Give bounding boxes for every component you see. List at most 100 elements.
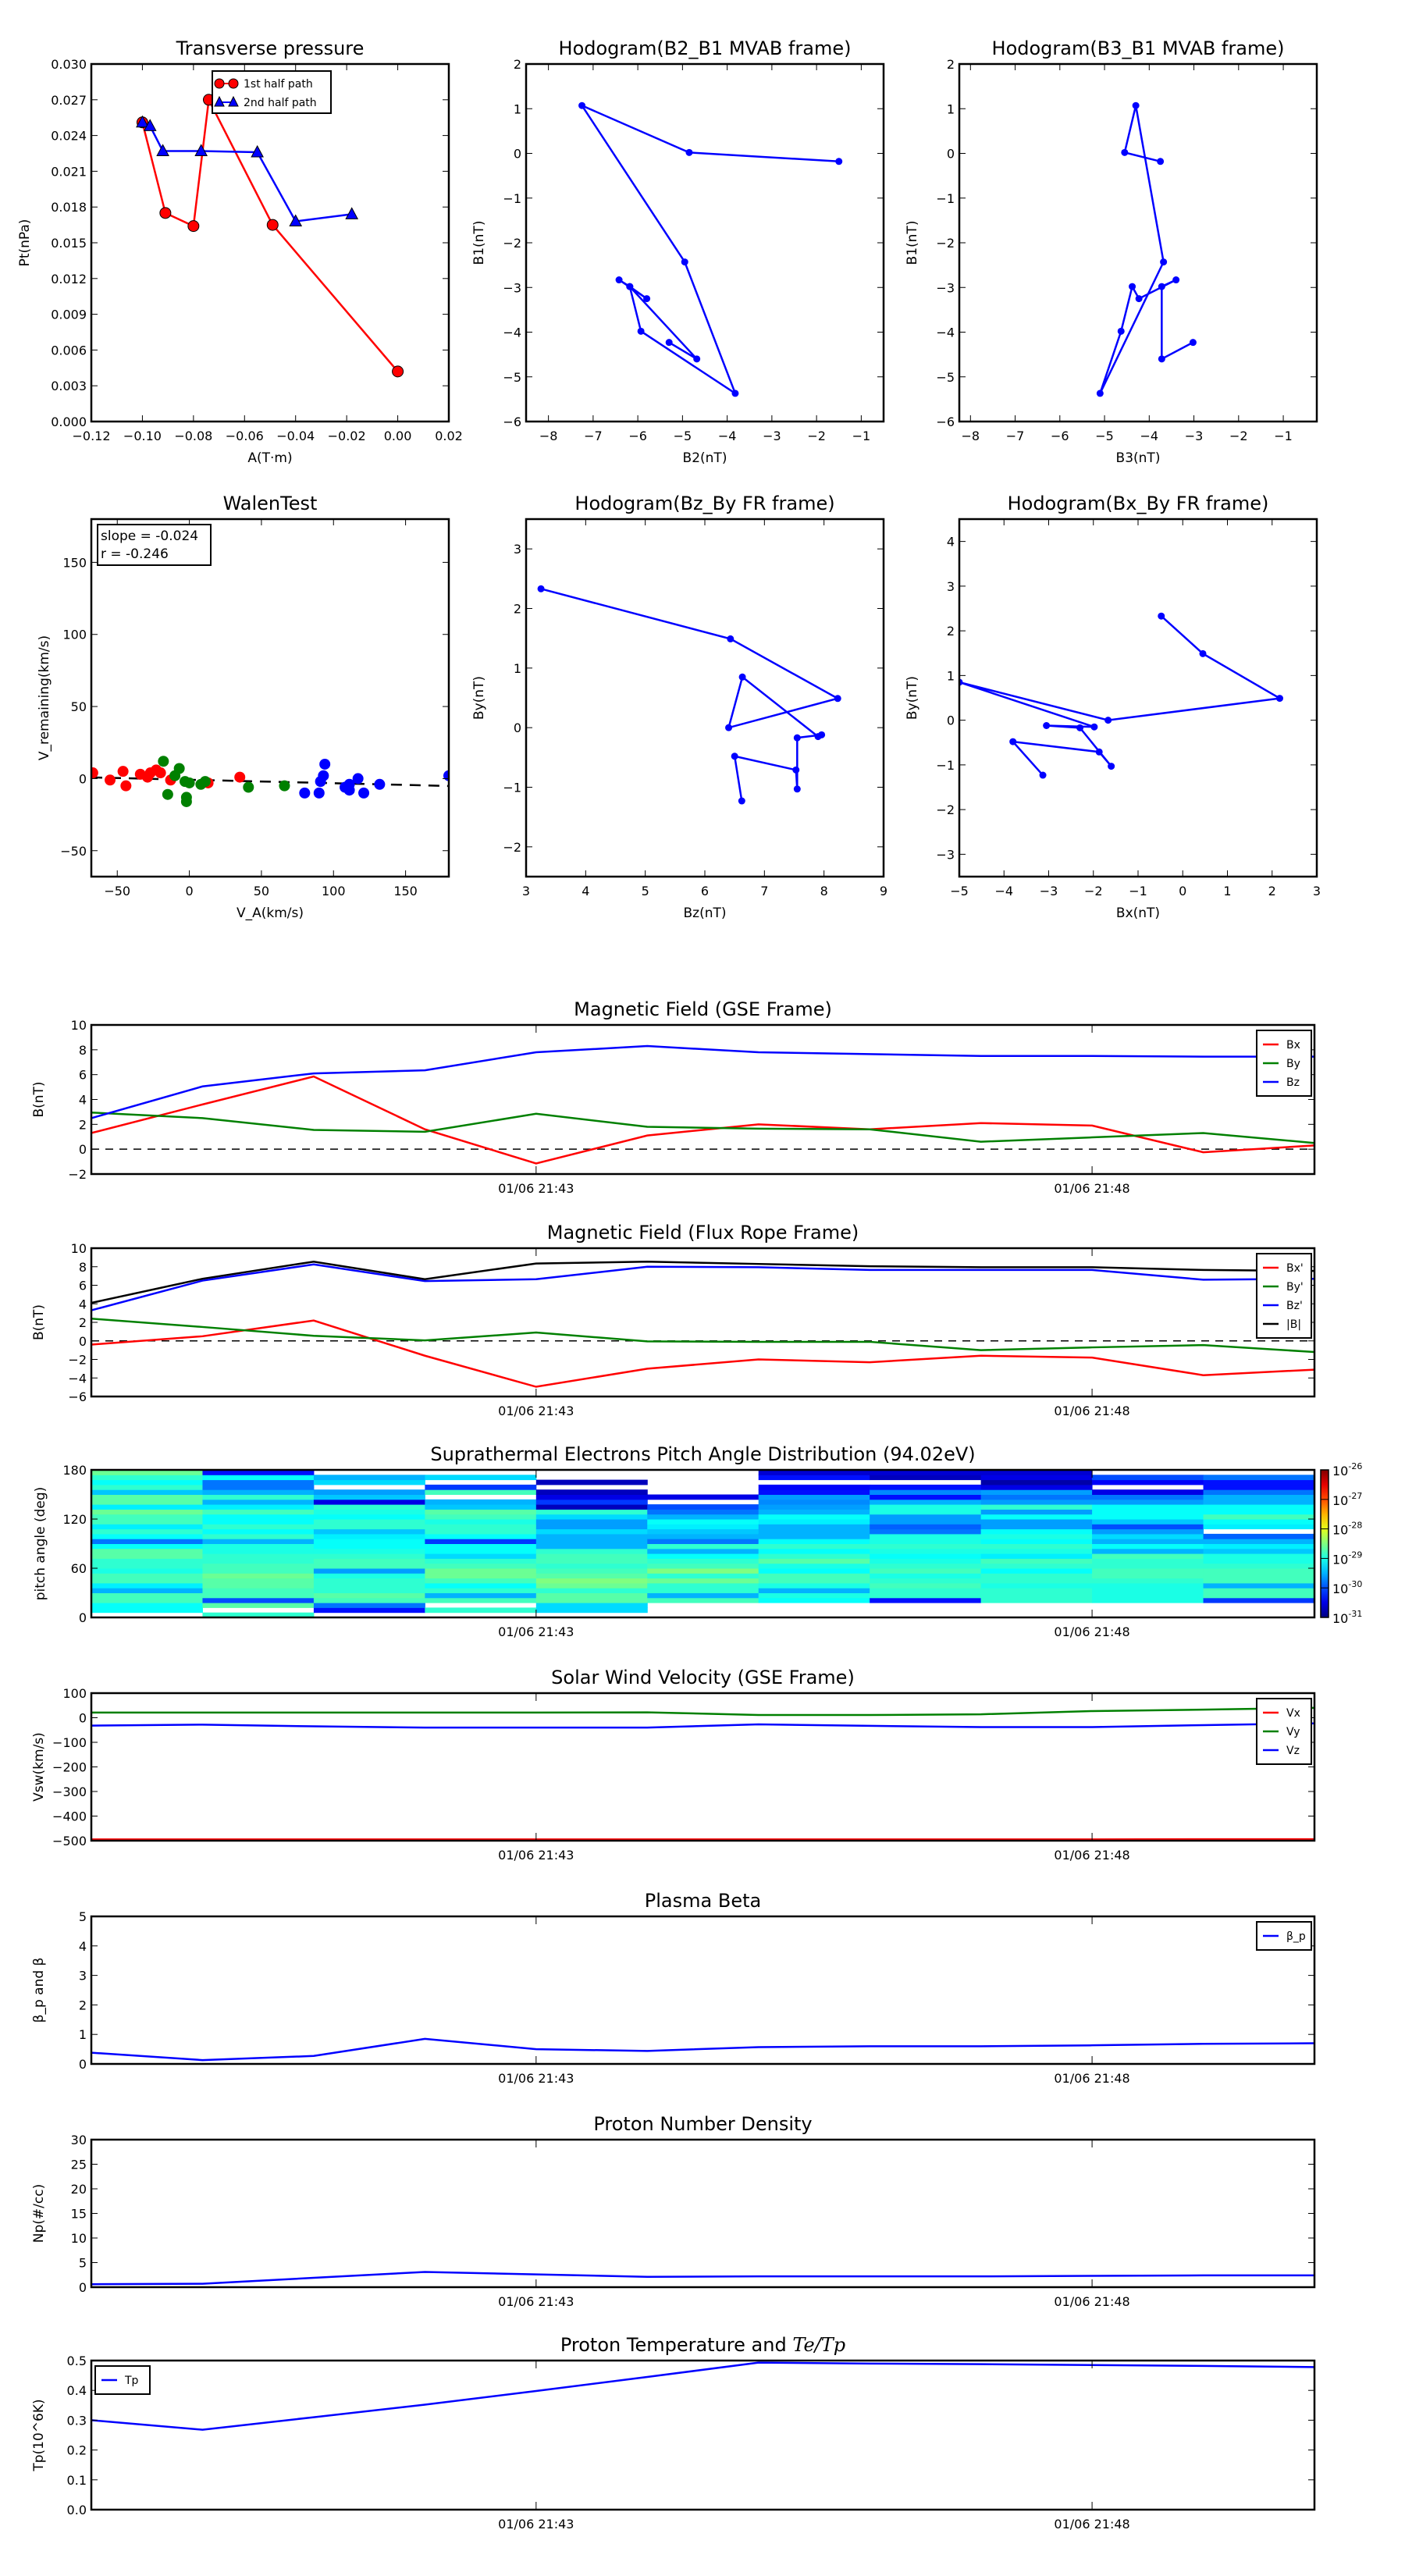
transverse_pressure-series-2nd-half-path-marker — [143, 119, 157, 131]
pad-cell — [980, 1489, 1093, 1495]
hodogram_bz_by-xtick-label: 5 — [642, 884, 649, 898]
transverse_pressure-series-2nd-half-path-marker — [136, 115, 149, 128]
pad-cell — [980, 1519, 1093, 1525]
pad-cell — [1092, 1543, 1204, 1550]
pad-cell — [202, 1578, 315, 1584]
pad-cell — [313, 1558, 425, 1564]
hodogram_b2_b1-ytick-label: −6 — [503, 415, 521, 429]
pad-cell — [202, 1603, 315, 1608]
pad-cell — [425, 1558, 537, 1564]
transverse_pressure-ylabel: Pt(nPa) — [17, 219, 33, 267]
mag_gse-ytick-label: 0 — [79, 1142, 87, 1157]
pad-cell — [870, 1558, 982, 1564]
pad-cell — [647, 1573, 759, 1579]
pad-cell — [758, 1553, 870, 1559]
pad-cell — [202, 1524, 315, 1530]
pad-cell — [647, 1524, 759, 1530]
pad-cell — [313, 1489, 425, 1495]
pad-cell — [870, 1514, 982, 1520]
pad-cell — [313, 1514, 425, 1520]
walen_test-series-z-component-point — [319, 758, 331, 770]
chart-beta: Plasma Beta 0 1 2 3 4 5 01/06 21:43 01/06 21:48 β… — [31, 1890, 1316, 2086]
hodogram_b2_b1-xlabel: B2(nT) — [683, 450, 727, 466]
walen-slope-text: slope = -0.024 — [101, 528, 198, 544]
hodogram_bz_by-series-bz-by-marker — [793, 734, 801, 742]
mag_gse-ytick-label: 8 — [79, 1043, 87, 1058]
colorbar-tick-label: 10-26 — [1332, 1461, 1362, 1478]
pad-cell — [535, 1597, 648, 1603]
pad-cell — [758, 1504, 870, 1510]
mag_gse-plot-frame — [90, 1023, 1316, 1176]
transverse_pressure-xtick-label: −0.10 — [123, 429, 162, 443]
pad-cell — [647, 1568, 759, 1574]
np-ylabel: Np(#/cc) — [31, 2184, 47, 2243]
pad-cell — [202, 1558, 315, 1564]
pad-cell — [202, 1475, 315, 1481]
hodogram_bx_by-ytick-label: −1 — [936, 758, 955, 773]
hodogram_bx_by-xtick-label: 1 — [1223, 884, 1231, 898]
transverse_pressure-ytick-label: 0.012 — [51, 272, 87, 286]
pad-cell — [1203, 1509, 1314, 1515]
beta-plot-frame — [90, 1915, 1316, 2065]
walen_test-series-y-component-point — [173, 763, 185, 774]
hodogram_b3_b1-ytick-label: 0 — [947, 147, 955, 162]
pad-cell — [202, 1543, 315, 1550]
pad-cell — [758, 1592, 870, 1599]
hodogram_b2_b1-ytick-label: −1 — [503, 191, 521, 206]
tp-ytick-label: 0.0 — [67, 2503, 87, 2517]
pad-cell — [425, 1499, 537, 1505]
pad-cell — [202, 1514, 315, 1520]
hodogram_b3_b1-ytick-label: −3 — [936, 280, 955, 295]
hodogram_b2_b1-ytick-label: −5 — [503, 370, 521, 385]
pad-cell — [425, 1533, 537, 1539]
walen_test-xtick-label: −50 — [104, 884, 130, 898]
pad-cell — [1203, 1479, 1314, 1485]
hodogram_bz_by-series-bz-by-marker — [727, 635, 735, 642]
pad-cell — [535, 1558, 648, 1564]
hodogram_b3_b1-xtick-label: −5 — [1095, 429, 1114, 443]
mag_gse-legend-label: By — [1286, 1058, 1300, 1070]
np-series-Np-line — [91, 2271, 1314, 2286]
walen_test-ytick-label: −50 — [60, 844, 87, 859]
pad-cell — [870, 1494, 982, 1500]
pad-cell — [870, 1588, 982, 1593]
pad-cell — [1092, 1479, 1204, 1485]
np-ytick-label: 0 — [79, 2280, 87, 2295]
hodogram_b3_b1-ytick-label: −2 — [936, 236, 955, 251]
pad-cell — [313, 1533, 425, 1539]
hodogram_b3_b1-series-b3-b1-marker — [1158, 283, 1165, 290]
mag_fr-ytick-label: 4 — [79, 1297, 87, 1311]
hodogram_bz_by-series-bz-by-marker — [738, 797, 745, 805]
hodogram_bx_by-ytick-label: −3 — [936, 847, 955, 862]
pad-cell — [1203, 1475, 1314, 1481]
pad-cell — [202, 1597, 315, 1603]
transverse_pressure-title: Transverse pressure — [176, 37, 365, 59]
mag_fr-xtick-label: 01/06 21:43 — [498, 1404, 574, 1418]
transverse_pressure-series-1st-half-path-marker — [187, 220, 200, 233]
hodogram_bx_by-ytick-label: 2 — [947, 624, 955, 639]
walen_test-series-x-component-point — [120, 780, 132, 792]
pad-cell — [202, 1499, 315, 1505]
pad-cell — [202, 1484, 315, 1490]
hodogram_bx_by-xtick-label: −1 — [1129, 884, 1147, 898]
pad-cell — [758, 1524, 870, 1530]
hodogram_bz_by-series-bz-by-marker — [725, 724, 733, 731]
hodogram_bz_by-ylabel: By(nT) — [471, 676, 487, 720]
vsw-ytick-label: −500 — [52, 1834, 87, 1848]
pad-xtick-label: 01/06 21:43 — [498, 1624, 574, 1639]
pad-cell — [980, 1479, 1093, 1485]
walen_test-ytick-label: 50 — [71, 699, 87, 714]
chart-mag_fr: Magnetic Field (Flux Rope Frame) −6 −4 −2 0 2… — [31, 1222, 1316, 1418]
pad-cell — [425, 1553, 537, 1559]
chart-hodogram_b3_b1: Hodogram(B3_B1 MVAB frame) −6 −5 −4 −3 −2 −1 0 1… — [905, 37, 1318, 466]
legend-marker-circle — [228, 78, 239, 89]
pad-cell — [1203, 1558, 1314, 1564]
tp-plot-area — [91, 2361, 1314, 2431]
pad-cell — [425, 1582, 537, 1589]
pad-cell — [535, 1479, 648, 1485]
np-ytick-label: 20 — [71, 2182, 87, 2197]
walen_test-series-y-component-point — [162, 788, 173, 800]
hodogram_bz_by-series-bz-by-marker — [834, 695, 841, 703]
pad-cell — [202, 1470, 315, 1475]
chart-hodogram_bx_by: Hodogram(Bx_By FR frame) −3 −2 −1 0 1 2 3 4 −5 −4 −… — [905, 493, 1321, 921]
